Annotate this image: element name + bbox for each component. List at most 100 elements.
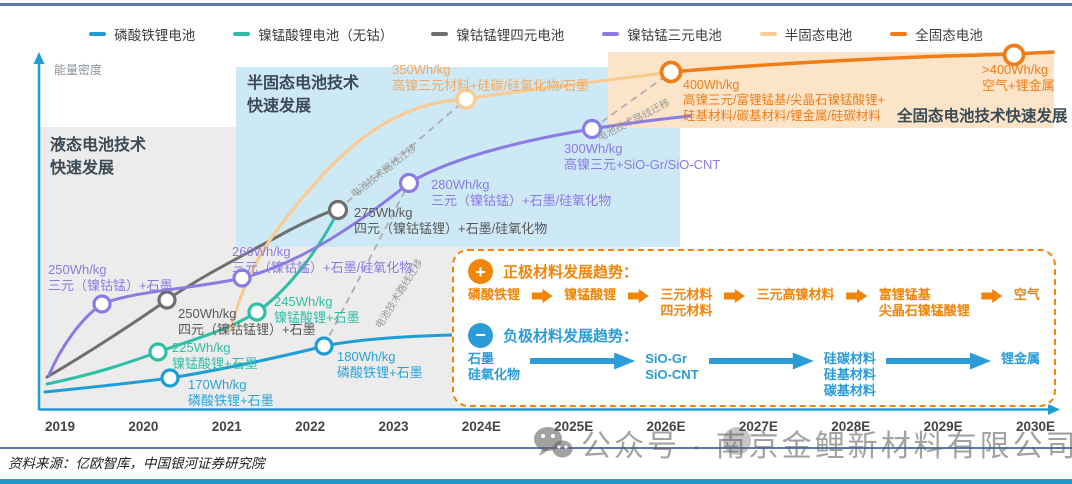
point-semisolid-350 bbox=[455, 88, 477, 110]
point-value: 250Wh/kg bbox=[178, 306, 237, 321]
legend: 磷酸铁锂电池 镍锰酸锂电池（无钴） 镍钴锰锂四元电池 镍钴锰三元电池 半固态电池… bbox=[0, 24, 1072, 44]
cathode-trend-header: + 正极材料发展趋势： bbox=[468, 259, 1040, 284]
point-ternary-280 bbox=[398, 172, 420, 194]
label-lnmo-245: 245Wh/kg 镍锰酸锂+石墨 bbox=[274, 294, 360, 326]
y-axis-arrow-icon bbox=[33, 52, 45, 64]
legend-item-ternary: 镍钴锰三元电池 bbox=[602, 24, 722, 44]
point-value: 300Wh/kg bbox=[564, 141, 623, 156]
x-tick: 2021 bbox=[211, 419, 242, 434]
point-materials: 磷酸铁锂+石墨 bbox=[188, 392, 274, 408]
point-value: 260Wh/kg bbox=[232, 244, 291, 259]
watermark-blob-icon bbox=[723, 427, 751, 455]
migration-line-1 bbox=[323, 182, 410, 347]
point-materials: 镍锰酸锂+石墨 bbox=[274, 309, 360, 325]
legend-item-quaternary: 镍钴锰锂四元电池 bbox=[431, 24, 564, 44]
anode-step: 锂金属 bbox=[1001, 350, 1041, 366]
anode-trend-title: 负极材料发展趋势： bbox=[503, 327, 639, 345]
label-lnmo-225: 225Wh/kg 镍锰酸锂+石墨 bbox=[172, 340, 258, 372]
x-tick: 2024E bbox=[461, 419, 501, 434]
point-ternary-260 bbox=[232, 268, 252, 288]
label-lfp-180: 180Wh/kg 磷酸铁锂+石墨 bbox=[337, 349, 423, 381]
legend-label: 镍钴锰锂四元电池 bbox=[456, 28, 565, 43]
cathode-step: 镍锰酸锂 bbox=[564, 287, 617, 302]
point-materials: 三元（镍钴锰）+石墨/硅氧化物 bbox=[232, 259, 413, 275]
legend-label: 镍锰酸锂电池（无钴） bbox=[258, 28, 394, 43]
arrow-right-icon bbox=[885, 352, 991, 370]
minus-icon: − bbox=[468, 322, 493, 348]
point-materials: 三元（镍钴锰）+石墨/硅氧化物 bbox=[431, 192, 612, 208]
series-line-lfp bbox=[43, 333, 454, 394]
point-value: 280Wh/kg bbox=[431, 177, 490, 192]
point-lnmo-245 bbox=[247, 302, 267, 322]
legend-swatch bbox=[233, 32, 251, 36]
legend-swatch bbox=[89, 32, 107, 36]
legend-swatch bbox=[431, 32, 449, 36]
point-lnmo-225 bbox=[148, 342, 168, 362]
legend-label: 半固态电池 bbox=[784, 28, 853, 43]
legend-item-semisolid: 半固态电池 bbox=[759, 24, 853, 44]
legend-label: 磷酸铁锂电池 bbox=[114, 28, 196, 43]
legend-label: 镍钴锰三元电池 bbox=[627, 28, 722, 43]
cathode-trend-title: 正极材料发展趋势： bbox=[503, 264, 639, 281]
bottom-bar bbox=[0, 479, 1072, 484]
wechat-icon bbox=[534, 427, 573, 458]
label-ternary-300: 300Wh/kg 高镍三元+SiO-Gr/SiO-CNT bbox=[564, 141, 720, 173]
legend-swatch bbox=[890, 32, 908, 36]
x-tick: 2025E bbox=[554, 419, 594, 434]
point-materials: 三元（镍钴锰）+石墨 bbox=[48, 277, 173, 293]
top-border bbox=[0, 3, 1072, 6]
x-tick: 2027E bbox=[738, 419, 778, 434]
point-value: 245Wh/kg bbox=[274, 294, 333, 309]
region-title-liquid: 液态电池技术 快速发展 bbox=[50, 137, 147, 178]
arrow-right-icon bbox=[723, 289, 745, 303]
point-materials: 镍锰酸锂+石墨 bbox=[172, 355, 258, 371]
plus-icon: + bbox=[468, 259, 493, 284]
cathode-step: 空气 bbox=[1013, 287, 1040, 302]
cathode-step: 三元材料 四元材料 bbox=[660, 287, 713, 319]
arrow-right-icon bbox=[846, 289, 868, 303]
arrow-right-icon bbox=[627, 289, 649, 303]
label-quaternary-250: 250Wh/kg 四元（镍钴锰锂）+石墨 bbox=[178, 306, 316, 338]
point-solid-400plus bbox=[1002, 43, 1026, 67]
migration-line-2 bbox=[337, 98, 467, 211]
x-tick: 2026E bbox=[646, 419, 686, 434]
anode-trend-header: − 负极材料发展趋势： bbox=[468, 322, 1040, 348]
source-note: 资料来源：亿欧智库，中国银河证券研究院 bbox=[8, 456, 265, 471]
point-materials: 高镍三元+SiO-Gr/SiO-CNT bbox=[564, 156, 721, 172]
point-value: 170Wh/kg bbox=[188, 377, 247, 392]
x-tick: 2022 bbox=[295, 419, 326, 434]
label-ternary-280: 280Wh/kg 三元（镍钴锰）+石墨/硅氧化物 bbox=[431, 177, 611, 209]
point-lfp-170 bbox=[160, 368, 180, 388]
label-ternary-250: 250Wh/kg 三元（镍钴锰）+石墨 bbox=[48, 262, 173, 294]
point-value: 180Wh/kg bbox=[337, 349, 396, 364]
point-value: 400Wh/kg bbox=[683, 78, 740, 92]
label-semisolid-350: 350Wh/kg 高镍三元材料+硅碳/硅氧化物/石墨 bbox=[392, 62, 589, 94]
legend-swatch bbox=[602, 32, 620, 36]
arrow-right-icon bbox=[708, 352, 814, 370]
point-ternary-250 bbox=[92, 294, 112, 314]
cathode-step: 富锂锰基 尖晶石镍锰酸锂 bbox=[878, 287, 970, 319]
x-axis-arrow-icon bbox=[1048, 404, 1060, 415]
x-tick: 2030E bbox=[1015, 419, 1055, 434]
anode-step: 硅碳材料 硅基材料 碳基材料 bbox=[823, 350, 876, 399]
anode-step: SiO-Gr SiO-CNT bbox=[645, 350, 699, 382]
series-line-quaternary bbox=[45, 207, 338, 379]
point-value: 275Wh/kg bbox=[354, 205, 413, 220]
cathode-step: 三元高镍材料 bbox=[756, 287, 835, 302]
legend-swatch bbox=[759, 32, 777, 36]
series-line-lnmo bbox=[45, 213, 338, 386]
point-materials: 四元（镍钴锰锂）+石墨 bbox=[178, 321, 316, 337]
point-lfp-180 bbox=[314, 336, 334, 356]
label-lfp-170: 170Wh/kg 磷酸铁锂+石墨 bbox=[188, 377, 274, 409]
x-tick: 2029E bbox=[923, 419, 963, 434]
materials-trend-box: + 正极材料发展趋势： 磷酸铁锂 镍锰酸锂 三元材料 四元材料 三元高镍材料 富… bbox=[452, 249, 1056, 407]
region-title-solid: 全固态电池技术快速发展 bbox=[897, 108, 1068, 125]
point-value: 250Wh/kg bbox=[48, 262, 107, 277]
cathode-trend-flow: 磷酸铁锂 镍锰酸锂 三元材料 四元材料 三元高镍材料 富锂锰基 尖晶石镍锰酸锂 … bbox=[468, 287, 1040, 320]
x-tick: 2023 bbox=[378, 419, 409, 434]
label-ternary-260: 260Wh/kg 三元（镍钴锰）+石墨/硅氧化物 bbox=[232, 244, 412, 276]
point-value: 350Wh/kg bbox=[392, 62, 451, 77]
cathode-step: 磷酸铁锂 bbox=[468, 287, 521, 302]
point-value: 225Wh/kg bbox=[172, 340, 231, 355]
